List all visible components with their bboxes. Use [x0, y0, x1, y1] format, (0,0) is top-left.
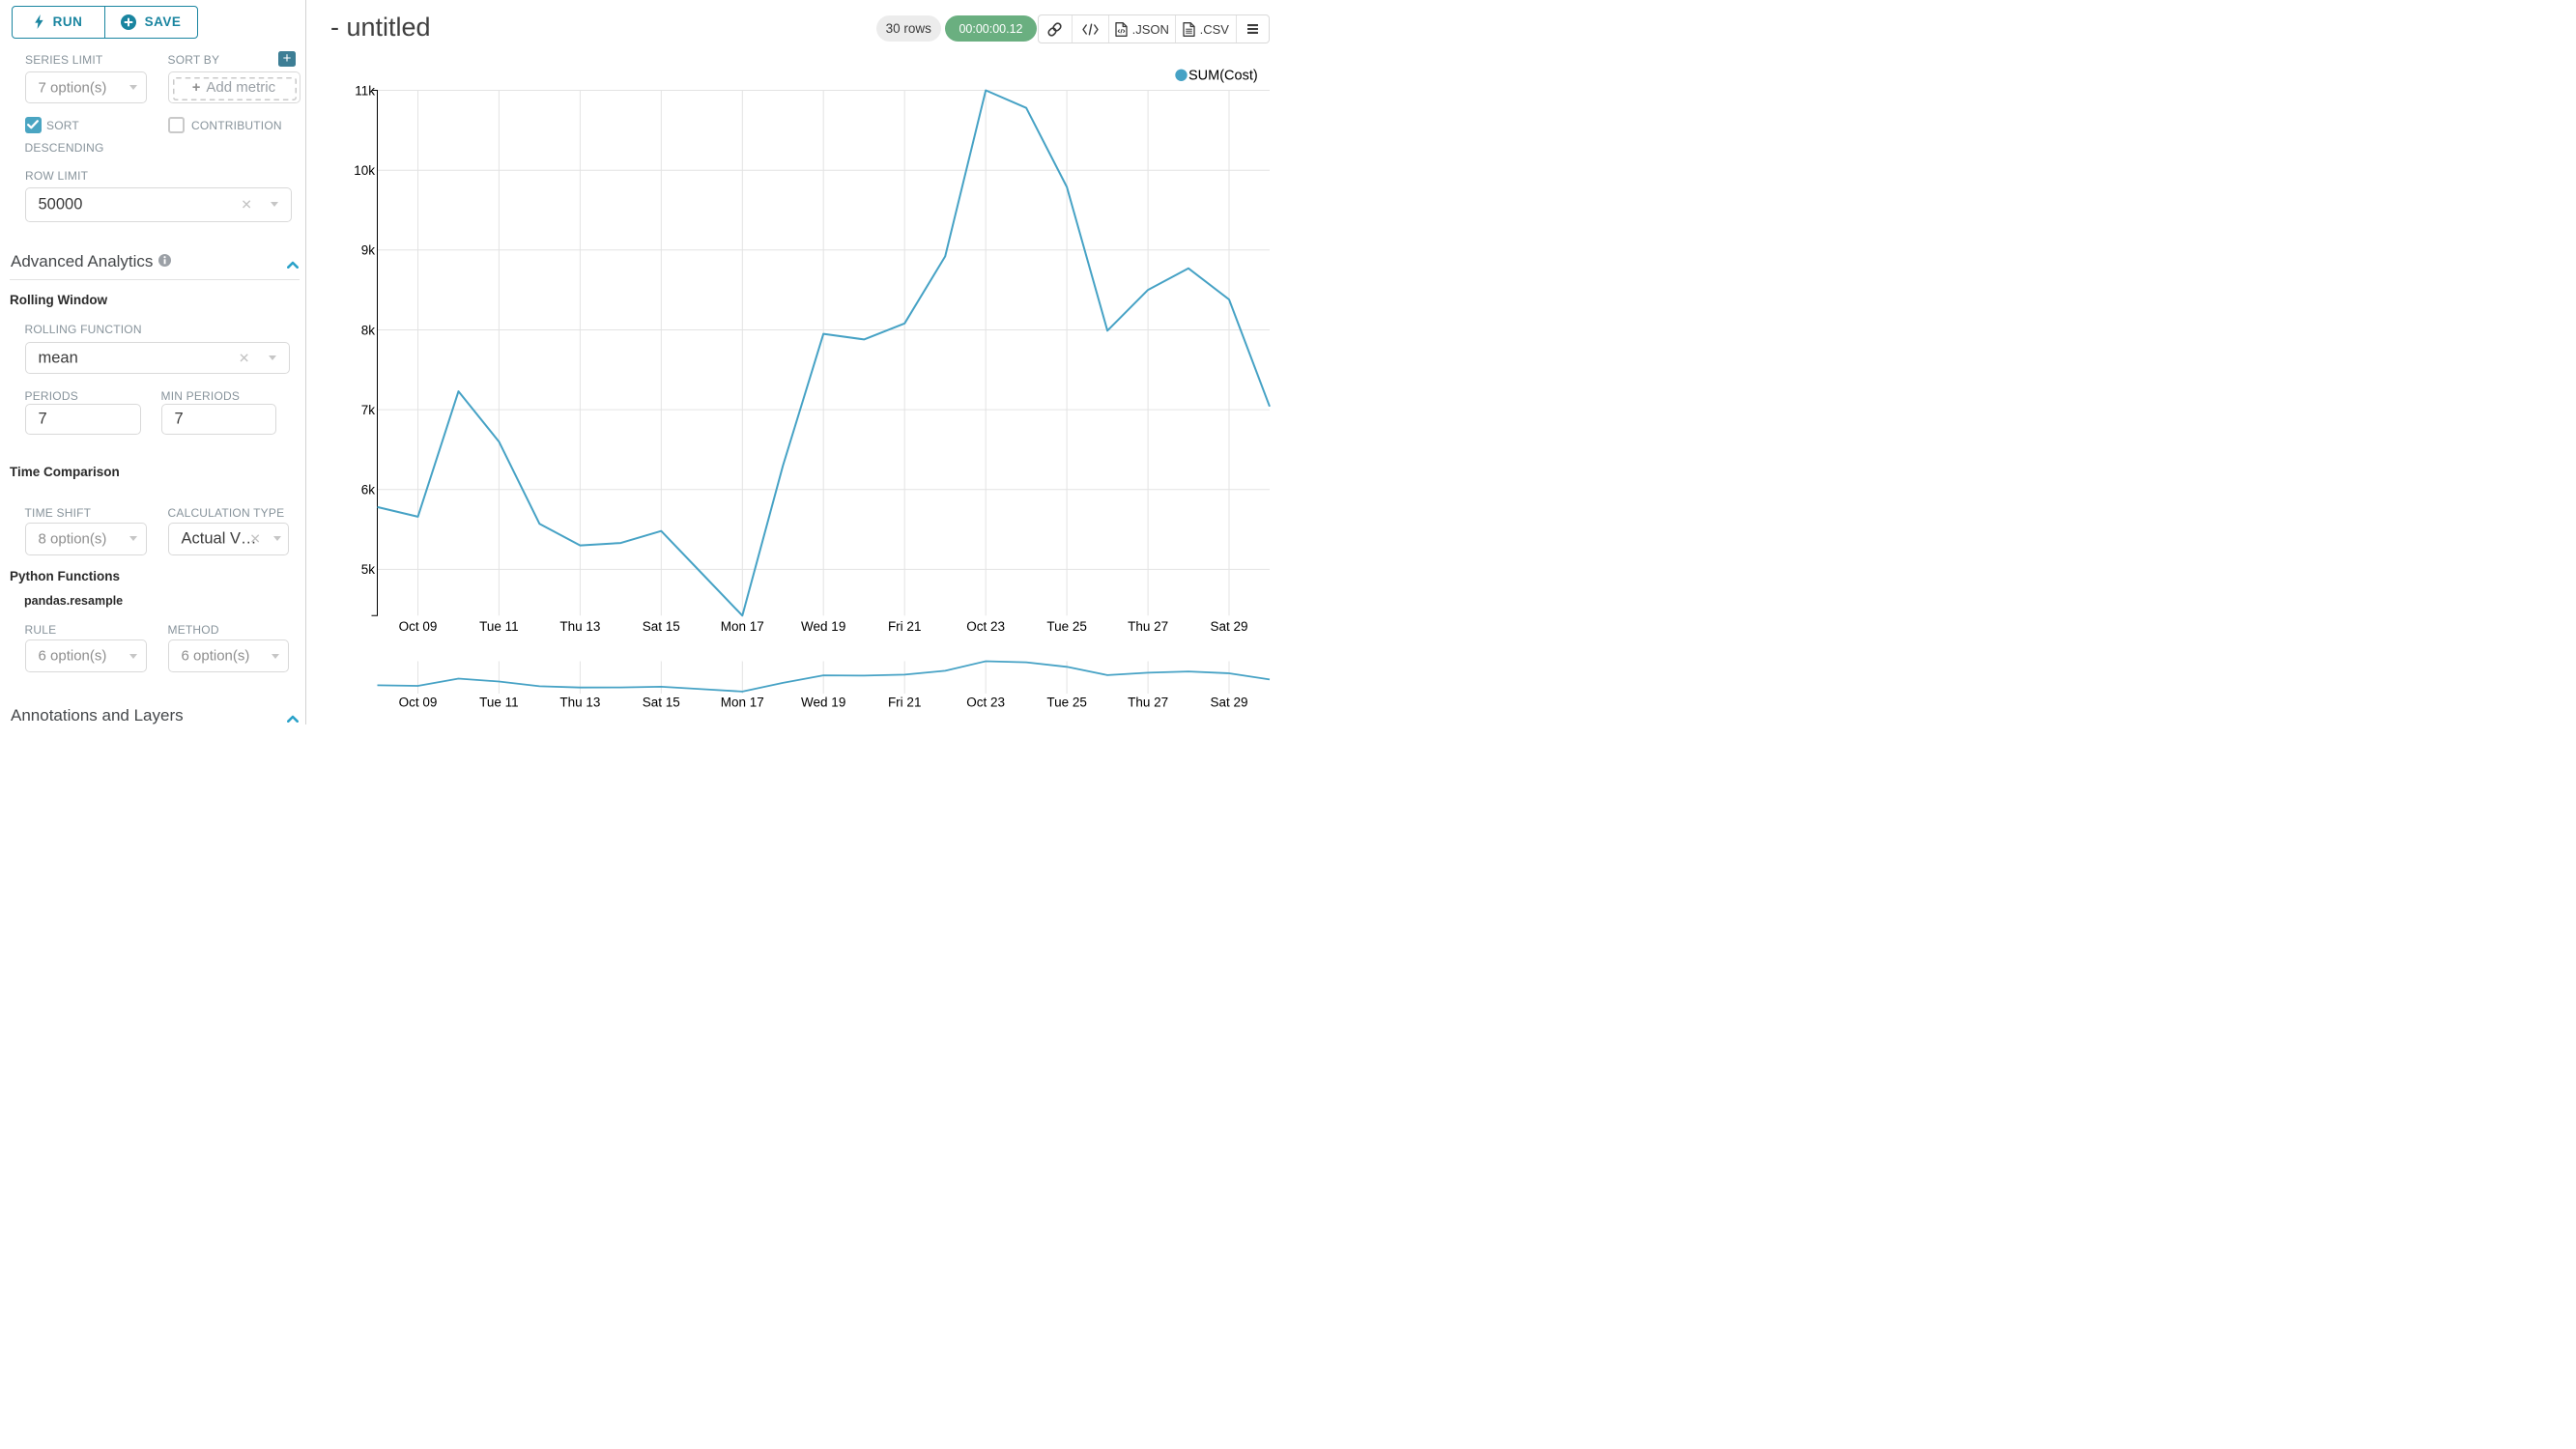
svg-text:5k: 5k [361, 562, 376, 577]
svg-text:Sat 29: Sat 29 [1210, 619, 1247, 634]
svg-text:Mon 17: Mon 17 [721, 696, 764, 710]
svg-text:Fri 21: Fri 21 [888, 696, 922, 710]
svg-text:Tue 25: Tue 25 [1046, 696, 1087, 710]
svg-text:9k: 9k [361, 243, 376, 258]
svg-text:7k: 7k [361, 403, 376, 417]
svg-text:Oct 09: Oct 09 [399, 619, 438, 634]
svg-text:Tue 25: Tue 25 [1046, 619, 1087, 634]
svg-text:Wed 19: Wed 19 [801, 619, 845, 634]
svg-text:Thu 13: Thu 13 [559, 619, 600, 634]
svg-text:Mon 17: Mon 17 [721, 619, 764, 634]
svg-text:Thu 13: Thu 13 [559, 696, 600, 710]
svg-text:8k: 8k [361, 323, 376, 337]
svg-text:10k: 10k [354, 163, 375, 178]
svg-text:Oct 09: Oct 09 [399, 696, 438, 710]
svg-text:11k: 11k [355, 83, 375, 98]
svg-text:Sat 15: Sat 15 [643, 619, 680, 634]
svg-text:Oct 23: Oct 23 [966, 619, 1005, 634]
svg-text:6k: 6k [361, 483, 376, 497]
svg-text:Tue 11: Tue 11 [479, 696, 519, 710]
svg-text:Fri 21: Fri 21 [888, 619, 922, 634]
svg-text:SUM(Cost): SUM(Cost) [1188, 69, 1258, 84]
svg-text:Wed 19: Wed 19 [801, 696, 845, 710]
svg-text:Thu 27: Thu 27 [1128, 696, 1168, 710]
svg-text:Sat 29: Sat 29 [1210, 696, 1247, 710]
svg-text:Sat 15: Sat 15 [643, 696, 680, 710]
svg-text:Tue 11: Tue 11 [479, 619, 519, 634]
svg-text:Oct 23: Oct 23 [966, 696, 1005, 710]
svg-text:Thu 27: Thu 27 [1128, 619, 1168, 634]
